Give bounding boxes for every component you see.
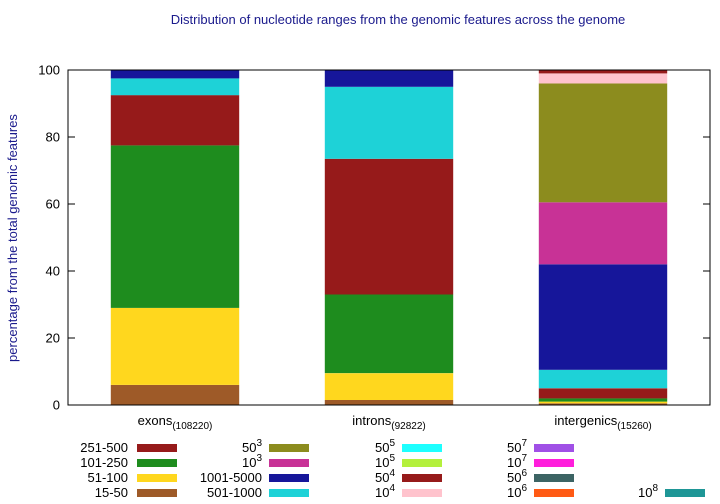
bar-segment-introns-51-100	[324, 373, 454, 400]
bar-segment-exons-1001-5000	[110, 70, 240, 79]
y-tick-label: 0	[53, 398, 60, 413]
legend-swatch-501-1000	[269, 489, 309, 497]
bar-segment-exons-15-50	[110, 384, 240, 405]
y-tick-label: 40	[46, 264, 60, 279]
y-tick-label: 80	[46, 130, 60, 145]
legend-swatch-50-4	[402, 474, 442, 482]
bar-segment-introns-15-50	[324, 400, 454, 405]
legend-label-101-250: 101-250	[80, 455, 128, 470]
bar-segment-intergenics-51-100	[538, 401, 668, 404]
bar-segment-intergenics-501-1000	[538, 369, 668, 389]
bar-segment-intergenics-10^3	[538, 202, 668, 265]
plot-area: exons(108220) introns(92822) intergenics(1…	[38, 63, 711, 432]
x-tick-label-intergenics: intergenics(15260)	[554, 413, 651, 432]
legend-swatch-10-8	[665, 489, 705, 497]
plot-frame	[67, 69, 711, 406]
y-axis-label: percentage from the total genomic featur…	[5, 114, 20, 362]
legend-swatch-10-5	[402, 459, 442, 467]
legend-label-10-3: 103	[242, 453, 262, 470]
bar-segment-exons-51-100	[110, 307, 240, 385]
legend-label-50-6: 506	[507, 468, 527, 485]
legend-swatch-1001-5000	[269, 474, 309, 482]
y-tick-label: 100	[38, 63, 60, 78]
legend-label-50-7: 507	[507, 438, 527, 455]
bar-segment-intergenics-50^4	[538, 70, 668, 74]
legend-swatch-101-250	[137, 459, 177, 467]
y-tick-label: 20	[46, 331, 60, 346]
bar-segment-exons-101-250	[110, 145, 240, 308]
bar-segment-exons-251-500	[110, 95, 240, 146]
legend-swatch-10-4	[402, 489, 442, 497]
x-tick-label-introns: introns(92822)	[352, 413, 426, 432]
y-tick-label: 60	[46, 197, 60, 212]
bar-segment-introns-251-500	[324, 158, 454, 295]
legend-swatch-50-5	[402, 444, 442, 452]
bar-segment-intergenics-50^3	[538, 83, 668, 203]
legend-swatch-51-100	[137, 474, 177, 482]
legend-label-251-500: 251-500	[80, 440, 128, 455]
x-tick-label-exons: exons(108220)	[138, 413, 213, 432]
legend-label-10-6: 106	[507, 483, 527, 500]
legend-label-10-7: 107	[507, 453, 527, 470]
legend-swatch-251-500	[137, 444, 177, 452]
legend-label-50-4: 504	[375, 468, 395, 485]
legend-swatch-50-3	[269, 444, 309, 452]
bar-segment-intergenics-1001-5000	[538, 264, 668, 370]
legend-swatch-15-50	[137, 489, 177, 497]
bar-segment-introns-101-250	[324, 294, 454, 374]
bar-segment-intergenics-101-250	[538, 398, 668, 402]
bar-segment-exons-501-1000	[110, 78, 240, 96]
legend-swatch-50-6	[534, 474, 574, 482]
bar-segment-introns-1001-5000	[324, 70, 454, 87]
legend-label-501-1000: 501-1000	[207, 485, 262, 500]
legend-swatch-10-3	[269, 459, 309, 467]
legend-label-10-8: 108	[638, 483, 658, 500]
legend-label-50-3: 503	[242, 438, 262, 455]
bar-segment-introns-501-1000	[324, 86, 454, 159]
legend-swatch-10-6	[534, 489, 574, 497]
legend-label-50-5: 505	[375, 438, 395, 455]
chart-title: Distribution of nucleotide ranges from t…	[171, 12, 626, 27]
legend-swatch-10-7	[534, 459, 574, 467]
legend-label-10-4: 104	[375, 483, 395, 500]
legend-label-10-5: 105	[375, 453, 395, 470]
legend-label-51-100: 51-100	[88, 470, 128, 485]
legend-label-15-50: 15-50	[95, 485, 128, 500]
bar-segment-intergenics-15-50	[538, 403, 668, 405]
bar-segment-intergenics-10^4	[538, 73, 668, 84]
legend-label-1001-5000: 1001-5000	[200, 470, 262, 485]
bar-segment-intergenics-251-500	[538, 388, 668, 399]
legend-swatch-50-7	[534, 444, 574, 452]
